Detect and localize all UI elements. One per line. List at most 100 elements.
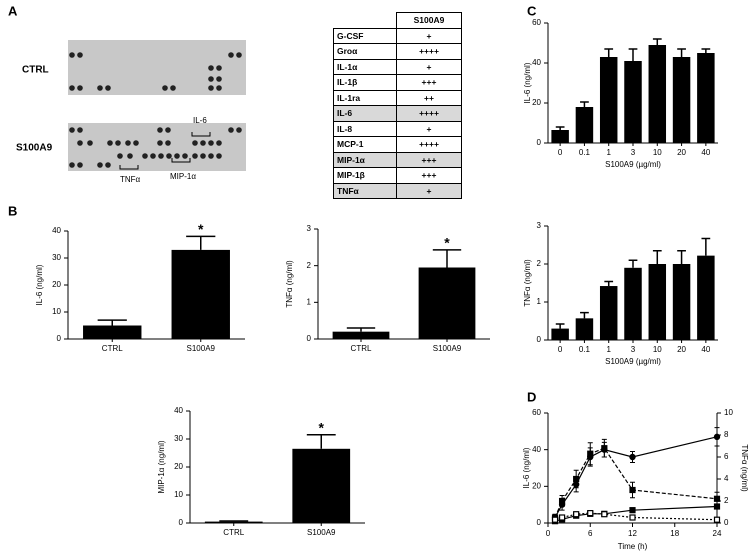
blot-spot xyxy=(107,140,113,146)
data-point xyxy=(551,516,559,523)
spot-label: MIP-1α xyxy=(170,172,196,181)
x-tick-label: 0 xyxy=(546,529,551,538)
cytokine-name: IL-8 xyxy=(333,120,397,137)
blot-spot xyxy=(69,162,75,168)
blot-spot xyxy=(77,162,83,168)
x-tick-label: 40 xyxy=(701,345,710,354)
x-tick-label: 40 xyxy=(701,148,710,157)
cytokine-name: IL-6 xyxy=(333,105,397,122)
y-tick-label: 2 xyxy=(307,261,312,270)
cytokine-name: IL-1ra xyxy=(333,89,397,106)
data-point xyxy=(601,445,608,452)
x-tick-label: 0 xyxy=(558,148,563,157)
bar xyxy=(624,61,642,143)
blot-spot xyxy=(174,153,180,159)
bar xyxy=(648,264,667,340)
blot-spot xyxy=(87,140,93,146)
cytokine-name: TNFα xyxy=(333,182,397,199)
x-tick-label: S100A9 xyxy=(307,528,336,537)
blot-spot xyxy=(192,140,198,146)
panel-label: C xyxy=(527,3,537,18)
blot-spot xyxy=(105,85,111,91)
x-tick-label: 3 xyxy=(631,345,636,354)
cytokine-score: + xyxy=(396,27,462,44)
spot-bracket xyxy=(191,132,211,137)
blot-spot xyxy=(150,153,156,159)
error-bar xyxy=(701,48,711,53)
y-axis-label: IL-6 (ng/ml) xyxy=(522,447,531,488)
x-tick-label: 20 xyxy=(677,148,686,157)
x-axis-label: Time (h) xyxy=(618,542,648,551)
bar xyxy=(575,107,594,143)
cytokine-score: ++++ xyxy=(396,136,462,153)
y-tick-label: 20 xyxy=(174,462,183,471)
significance-mark: * xyxy=(198,221,204,237)
y-tick-label: 1 xyxy=(307,297,312,306)
data-point xyxy=(629,514,636,521)
blot-spot xyxy=(228,127,234,133)
cytokine-score: +++ xyxy=(396,74,462,91)
error-bar xyxy=(555,323,565,329)
error-bar xyxy=(186,235,216,250)
x-tick-label: 1 xyxy=(606,345,611,354)
data-point xyxy=(573,475,580,483)
bar xyxy=(204,521,263,523)
y-axis-label: MIP-1α (ng/ml) xyxy=(157,440,166,493)
table-header: S100A9 xyxy=(396,12,462,29)
table-row: IL-1β +++ xyxy=(333,74,462,91)
bar xyxy=(292,448,351,523)
significance-mark: * xyxy=(444,235,450,251)
blot-spot xyxy=(228,52,234,58)
x-tick-label: 6 xyxy=(588,529,593,538)
blot-spot xyxy=(105,162,111,168)
series-line xyxy=(554,436,718,518)
x-tick-label: 24 xyxy=(713,529,722,538)
table-row: TNFα + xyxy=(333,182,462,199)
blot-spot xyxy=(216,140,222,146)
y-tick-label: 40 xyxy=(532,445,541,454)
blot-spot xyxy=(127,153,133,159)
blot-spot xyxy=(165,140,171,146)
bar xyxy=(575,318,594,340)
cytokine-table: S100A9 G-CSF + Groα ++++ IL-1α + IL-1β +++ IL-1ra… xyxy=(333,12,462,199)
bar xyxy=(697,255,715,340)
y-tick-label: 1 xyxy=(537,297,542,306)
bar xyxy=(599,57,618,143)
y-tick-label: 40 xyxy=(532,58,541,67)
x-tick-label: 10 xyxy=(653,345,662,354)
y-tick-label: 10 xyxy=(52,307,61,316)
blot-spot xyxy=(77,52,83,58)
blot-spot xyxy=(208,65,214,71)
table-row: IL-8 + xyxy=(333,120,462,137)
data-point xyxy=(713,495,721,502)
data-point xyxy=(558,514,566,521)
y-tick-label: 0 xyxy=(724,518,729,527)
blot-spot xyxy=(97,85,103,91)
y-axis-label: IL-6 (ng/ml) xyxy=(523,62,532,103)
cytokine-name: Groα xyxy=(333,43,397,60)
blot-spot xyxy=(157,140,163,146)
y-tick-label: 6 xyxy=(724,452,729,461)
y-axis-label: TNFα (ng/ml) xyxy=(523,259,532,307)
blot-spot xyxy=(69,127,75,133)
y-tick-label: 40 xyxy=(52,226,61,235)
cytokine-score: +++ xyxy=(396,167,462,184)
blot-spot xyxy=(158,153,164,159)
y-tick-label: 0 xyxy=(537,138,542,147)
blot-spot xyxy=(157,127,163,133)
cytokine-name: MIP-1β xyxy=(333,167,397,184)
x-tick-label: 18 xyxy=(670,529,679,538)
y-tick-label: 3 xyxy=(307,224,312,233)
bar xyxy=(551,130,569,143)
y-tick-label: 8 xyxy=(724,430,729,439)
blot-spot xyxy=(192,153,198,159)
data-point xyxy=(713,516,721,523)
blot-spot xyxy=(208,140,214,146)
table-row: MCP-1 ++++ xyxy=(333,136,462,153)
x-tick-label: 1 xyxy=(606,148,611,157)
bar xyxy=(418,267,476,339)
x-tick-label: 20 xyxy=(677,345,686,354)
error-bar xyxy=(97,319,127,326)
blot-spot xyxy=(115,140,121,146)
y-tick-label: 2 xyxy=(724,496,729,505)
